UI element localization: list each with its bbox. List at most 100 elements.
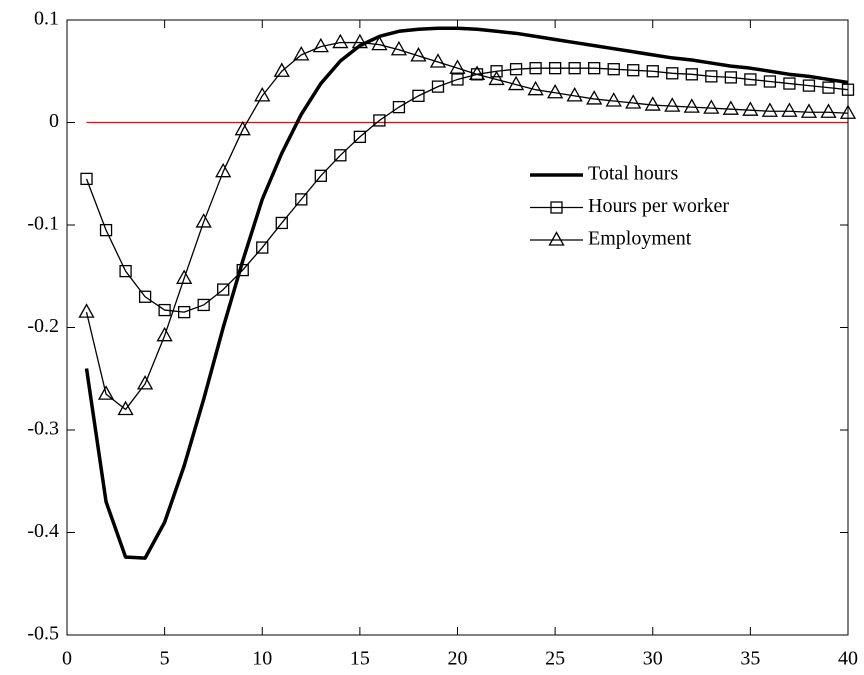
square-marker bbox=[373, 114, 386, 127]
y-tick-label: -0.5 bbox=[27, 623, 59, 645]
square-marker bbox=[763, 75, 777, 88]
x-tick-label: 0 bbox=[62, 648, 72, 670]
square-marker bbox=[529, 62, 542, 75]
x-tick-label: 40 bbox=[838, 648, 858, 670]
legend-label: Total hours bbox=[588, 163, 678, 185]
square-marker bbox=[548, 62, 562, 75]
triangle-marker bbox=[332, 33, 349, 49]
x-tick-label: 15 bbox=[350, 648, 370, 670]
triangle-marker bbox=[683, 98, 700, 113]
triangle-marker bbox=[547, 83, 564, 99]
triangle-marker bbox=[644, 96, 661, 111]
triangle-marker bbox=[234, 120, 251, 136]
square-marker bbox=[705, 70, 718, 83]
square-marker bbox=[119, 264, 132, 278]
square-marker bbox=[646, 65, 659, 78]
legend-marker bbox=[548, 231, 565, 246]
square-marker bbox=[392, 100, 406, 114]
triangle-marker bbox=[176, 269, 193, 284]
series-line bbox=[84, 26, 849, 560]
triangle-marker bbox=[664, 97, 681, 112]
y-tick-label: -0.2 bbox=[27, 315, 59, 337]
square-marker bbox=[568, 62, 581, 75]
triangle-marker bbox=[507, 75, 525, 91]
series-line bbox=[85, 41, 849, 411]
square-marker bbox=[685, 68, 698, 81]
triangle-marker bbox=[527, 80, 544, 96]
triangle-marker bbox=[781, 102, 798, 117]
triangle-marker bbox=[97, 385, 115, 400]
square-marker bbox=[295, 193, 308, 206]
y-tick-label: 0.1 bbox=[34, 8, 59, 30]
triangle-marker bbox=[586, 90, 603, 105]
square-marker bbox=[177, 305, 191, 319]
square-marker bbox=[275, 216, 288, 230]
square-marker bbox=[744, 73, 757, 86]
y-tick-label: -0.4 bbox=[27, 520, 59, 542]
triangle-marker bbox=[488, 70, 505, 86]
triangle-marker bbox=[312, 37, 329, 53]
square-marker bbox=[802, 79, 816, 92]
square-marker bbox=[431, 80, 445, 93]
square-marker bbox=[158, 303, 171, 317]
square-marker bbox=[451, 73, 464, 86]
triangle-marker bbox=[254, 87, 271, 102]
triangle-marker bbox=[703, 99, 720, 114]
square-marker bbox=[334, 149, 347, 162]
triangle-marker bbox=[410, 47, 427, 62]
y-tick-label: -0.3 bbox=[27, 418, 59, 440]
x-tick-label: 25 bbox=[545, 648, 565, 670]
x-tick-label: 20 bbox=[448, 648, 468, 670]
triangle-marker bbox=[800, 103, 818, 118]
square-marker bbox=[490, 65, 503, 78]
axes-frame bbox=[66, 19, 849, 636]
square-marker bbox=[412, 89, 425, 102]
triangle-marker bbox=[742, 101, 759, 116]
triangle-marker bbox=[215, 162, 232, 178]
square-marker bbox=[217, 283, 230, 296]
legend-marker bbox=[550, 201, 563, 214]
square-marker bbox=[509, 63, 523, 76]
square-marker bbox=[588, 62, 601, 75]
triangle-marker bbox=[449, 59, 466, 74]
triangle-marker bbox=[78, 303, 95, 318]
triangle-marker bbox=[273, 62, 290, 77]
triangle-marker bbox=[195, 213, 212, 228]
square-marker bbox=[314, 169, 327, 182]
series-line bbox=[85, 67, 849, 313]
square-marker bbox=[724, 71, 737, 84]
square-marker bbox=[627, 64, 640, 77]
legend-label: Hours per worker bbox=[588, 195, 729, 217]
triangle-marker bbox=[351, 33, 368, 49]
triangle-marker bbox=[371, 35, 388, 51]
triangle-marker bbox=[429, 53, 447, 68]
x-tick-label: 10 bbox=[252, 648, 272, 670]
square-marker bbox=[783, 77, 796, 90]
triangle-marker bbox=[761, 102, 779, 117]
y-tick-label: -0.1 bbox=[27, 213, 59, 235]
triangle-marker bbox=[293, 46, 310, 61]
square-marker bbox=[353, 130, 367, 144]
triangle-marker bbox=[156, 326, 173, 342]
square-marker bbox=[822, 81, 835, 94]
legend-label: Employment bbox=[588, 228, 692, 250]
x-tick-label: 35 bbox=[740, 648, 760, 670]
square-marker bbox=[256, 241, 269, 254]
square-marker bbox=[236, 263, 249, 277]
square-marker bbox=[607, 63, 620, 76]
triangle-marker bbox=[722, 100, 739, 115]
square-marker bbox=[138, 290, 152, 303]
triangle-marker bbox=[136, 375, 154, 390]
square-marker bbox=[197, 298, 210, 312]
x-tick-label: 30 bbox=[643, 648, 663, 670]
square-marker bbox=[80, 172, 93, 186]
y-tick-label: 0 bbox=[49, 110, 59, 132]
triangle-marker bbox=[566, 87, 583, 102]
triangle-marker bbox=[625, 94, 642, 109]
triangle-marker bbox=[468, 65, 486, 80]
x-tick-label: 5 bbox=[160, 648, 170, 670]
triangle-marker bbox=[605, 92, 622, 107]
square-marker bbox=[666, 67, 679, 80]
triangle-marker bbox=[117, 400, 134, 416]
